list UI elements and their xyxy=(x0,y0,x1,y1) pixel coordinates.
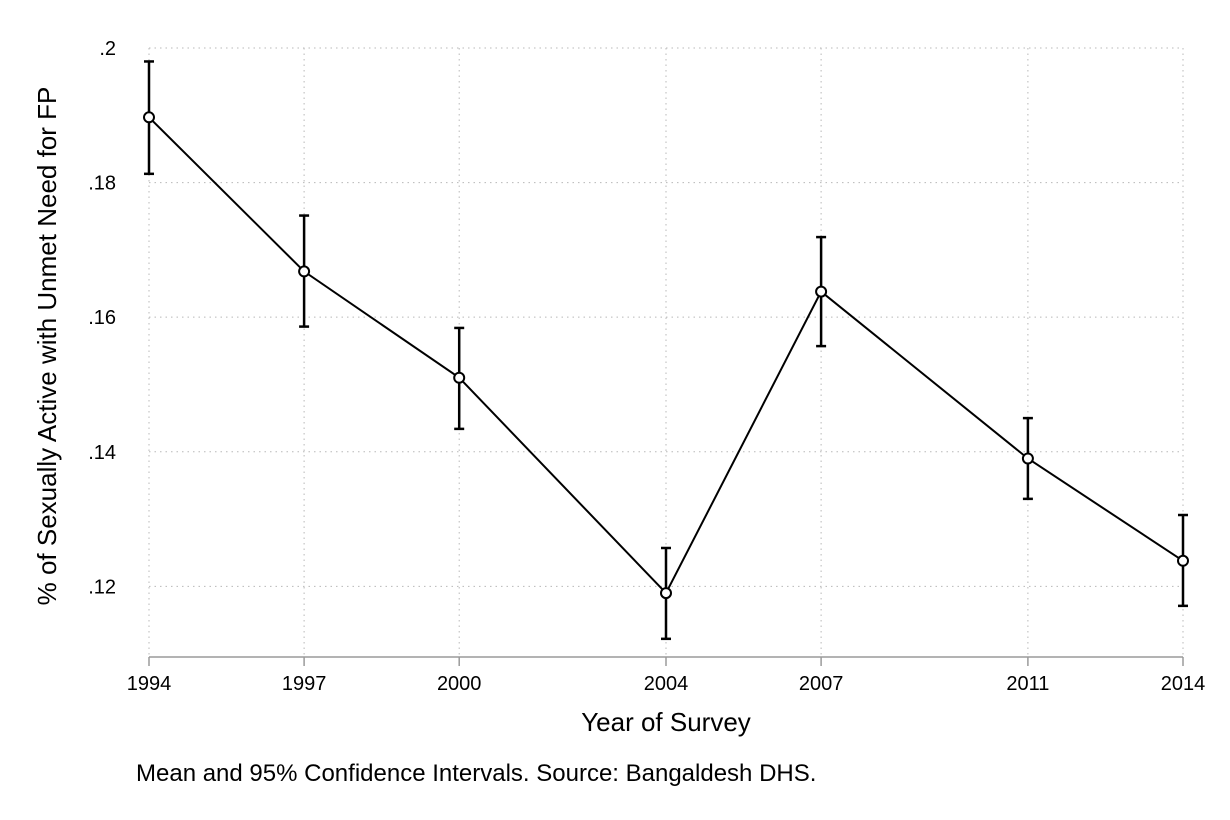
x-tick-label-2007: 2007 xyxy=(799,673,844,695)
y-tick-label-.12: .12 xyxy=(88,576,116,598)
data-point-1997 xyxy=(298,265,311,278)
chart-note: Mean and 95% Confidence Intervals. Sourc… xyxy=(136,760,816,787)
y-tick-label-.18: .18 xyxy=(88,173,116,195)
data-points xyxy=(143,111,1189,600)
x-tick-label-1997: 1997 xyxy=(282,673,327,695)
y-axis-ticks: .12 .14 .16 .18 .2 xyxy=(88,38,116,598)
data-point-1994 xyxy=(143,111,155,124)
y-axis-title: % of Sexually Active with Unmet Need for… xyxy=(32,87,62,606)
y-tick-label-.14: .14 xyxy=(88,442,116,464)
data-point-2014 xyxy=(1177,554,1189,567)
y-tick-label-.16: .16 xyxy=(88,307,116,329)
x-tick-label-2011: 2011 xyxy=(1006,673,1049,695)
x-tick-label-2000: 2000 xyxy=(437,673,482,695)
x-axis-ticks: 1994 1997 2000 2004 2007 2011 2014 xyxy=(127,657,1206,695)
x-tick-label-2004: 2004 xyxy=(644,673,689,695)
y-tick-label-.2: .2 xyxy=(99,38,116,60)
data-point-2011 xyxy=(1021,452,1034,465)
data-point-2007 xyxy=(815,285,828,298)
data-point-2000 xyxy=(453,371,466,384)
x-axis-title: Year of Survey xyxy=(581,707,751,737)
data-point-2004 xyxy=(660,587,672,600)
x-tick-label-2014: 2014 xyxy=(1161,673,1206,695)
x-tick-label-1994: 1994 xyxy=(127,673,172,695)
